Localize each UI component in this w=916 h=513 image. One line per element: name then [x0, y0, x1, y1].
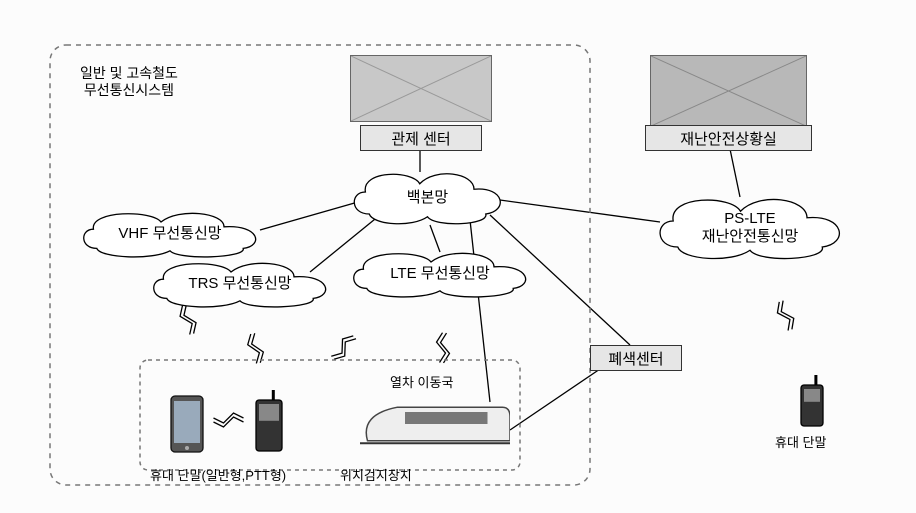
- pslte-cloud: PS-LTE 재난안전통신망: [655, 195, 845, 260]
- handheld-label: 휴대 단말(일반형,PTT형): [150, 468, 286, 484]
- block-center-text: 폐색센터: [608, 348, 663, 369]
- vhf-text: VHF 무선통신망: [118, 225, 221, 242]
- safety-room-panel: 재난안전상황실: [645, 125, 812, 151]
- handheld2-label: 휴대 단말: [775, 435, 826, 451]
- ptt-radio-right-icon: [800, 375, 824, 427]
- control-center-text: 관제 센터: [391, 128, 450, 149]
- lte-cloud: LTE 무선통신망: [350, 250, 530, 298]
- backbone-text: 백본망: [407, 189, 448, 206]
- train-mobile-label: 열차 이동국: [390, 375, 453, 391]
- safety-room-photo: [650, 55, 807, 127]
- diagram-title: 일반 및 고속철도 무선통신시스템: [80, 65, 178, 99]
- smartphone-icon: [170, 395, 204, 453]
- vhf-cloud: VHF 무선통신망: [80, 210, 260, 258]
- location-device-label: 위치검지장치: [340, 468, 412, 484]
- trs-text: TRS 무선통신망: [188, 275, 291, 292]
- lte-text: LTE 무선통신망: [390, 265, 490, 282]
- safety-room-text: 재난안전상황실: [680, 128, 777, 149]
- backbone-cloud: 백본망: [350, 170, 505, 225]
- trs-cloud: TRS 무선통신망: [150, 260, 330, 308]
- ptt-radio-icon: [255, 390, 283, 452]
- pslte-text: PS-LTE 재난안전통신망: [702, 210, 799, 245]
- control-center-photo: [350, 55, 492, 122]
- train-icon: [360, 400, 510, 448]
- control-center-panel: 관제 센터: [360, 125, 482, 151]
- block-center-panel: 폐색센터: [590, 345, 682, 371]
